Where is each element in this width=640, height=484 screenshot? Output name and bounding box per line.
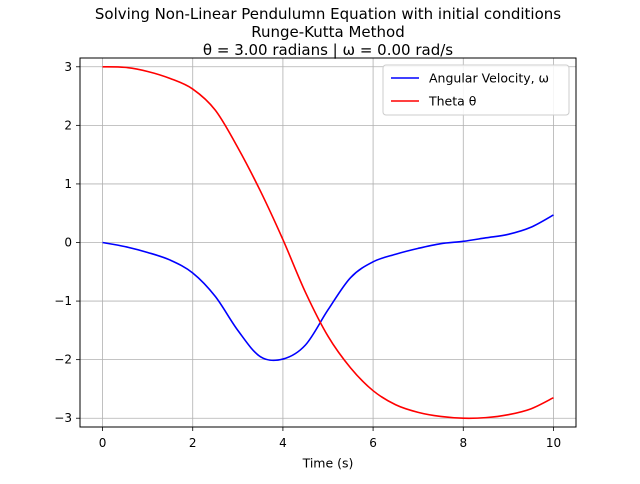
y-axis-ticks: −3 −2 −1 0 1 2 3 xyxy=(54,60,80,425)
y-tick-label: −1 xyxy=(54,294,72,308)
x-axis-ticks: 0 2 4 6 8 10 xyxy=(99,427,561,450)
chart-title-line: Solving Non-Linear Pendulumn Equation wi… xyxy=(95,5,561,23)
y-tick-label: 3 xyxy=(64,60,72,74)
legend-label: Theta θ xyxy=(428,94,476,109)
series-line-angular-velocity xyxy=(102,214,554,362)
x-tick-label: 2 xyxy=(189,436,197,450)
y-tick-label: −3 xyxy=(54,411,72,425)
x-tick-label: 8 xyxy=(459,436,467,450)
series-lines xyxy=(102,65,554,420)
x-tick-label: 0 xyxy=(99,436,107,450)
series-line-theta xyxy=(102,65,554,420)
x-tick-label: 4 xyxy=(279,436,287,450)
legend-label: Angular Velocity, ω xyxy=(429,71,549,86)
x-axis-label: Time (s) xyxy=(302,456,354,471)
y-tick-label: 0 xyxy=(64,236,72,250)
legend: Angular Velocity, ω Theta θ xyxy=(382,64,570,116)
y-tick-label: −2 xyxy=(54,353,72,367)
legend-box xyxy=(382,64,570,116)
chart-title-line: Runge-Kutta Method xyxy=(251,23,405,41)
y-tick-label: 1 xyxy=(64,177,72,191)
chart-title: Solving Non-Linear Pendulumn Equation wi… xyxy=(95,5,561,59)
x-tick-label: 10 xyxy=(546,436,561,450)
chart-title-line: θ = 3.00 radians | ω = 0.00 rad/s xyxy=(203,41,453,59)
grid xyxy=(80,58,576,427)
y-tick-label: 2 xyxy=(64,118,72,132)
x-tick-label: 6 xyxy=(369,436,377,450)
